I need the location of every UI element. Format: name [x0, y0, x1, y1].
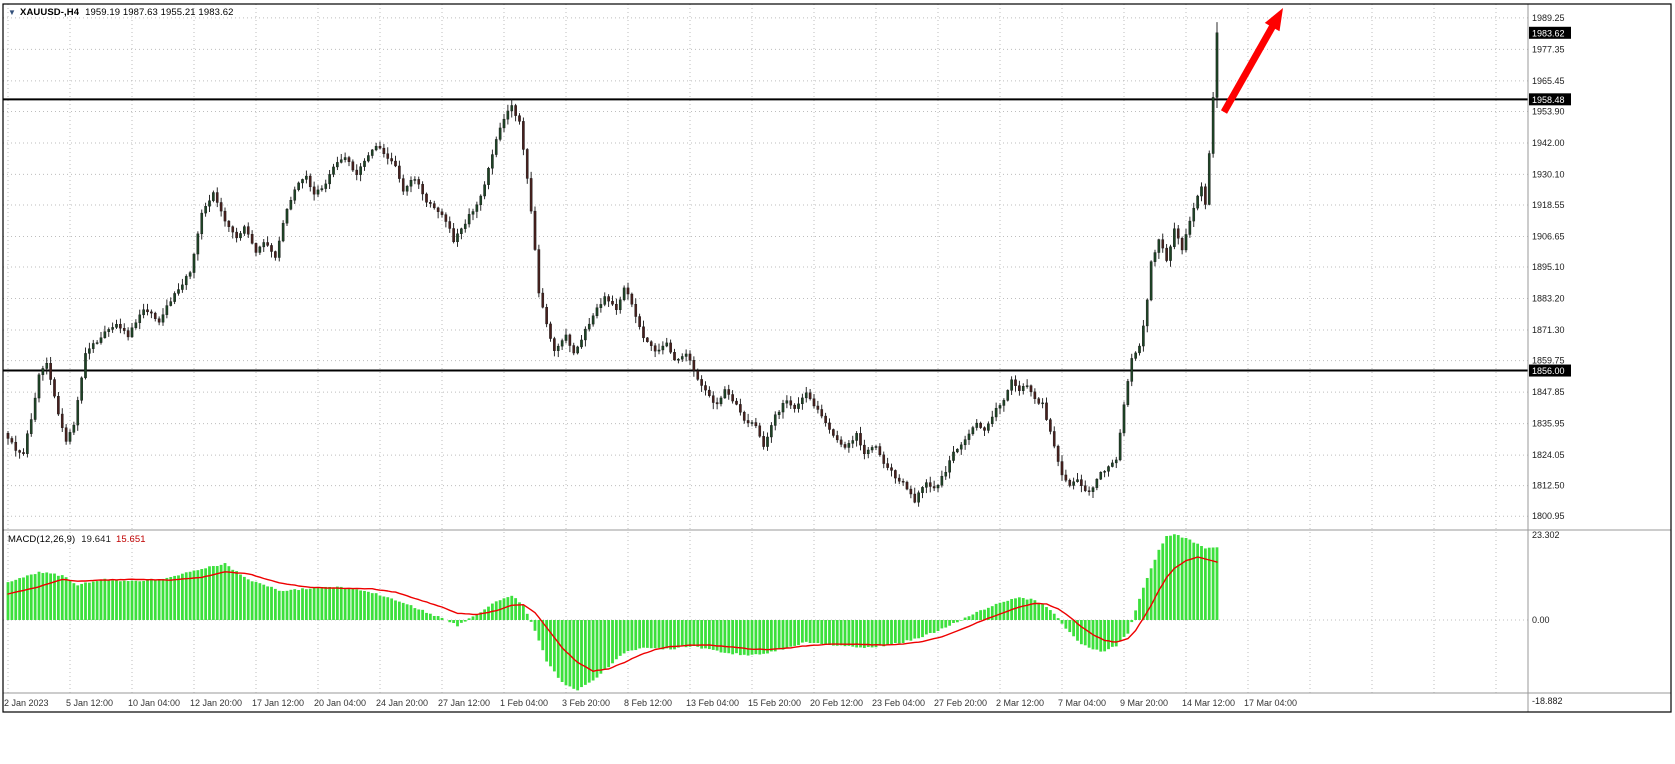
macd-signal-value: 15.651	[115, 534, 146, 545]
price-tag	[1529, 93, 1571, 106]
arrow-head-icon	[1264, 8, 1283, 32]
symbol-timeframe-label: XAUUSD-,H4	[20, 7, 80, 18]
date-label: 15 Feb 20:00	[748, 698, 801, 708]
grid-lines	[3, 4, 1528, 693]
price-tick-label: 1942.00	[1532, 138, 1565, 148]
price-axis: 1989.25 1977.35 1965.45 1953.90 1942.00 1930.…	[1529, 13, 1571, 521]
macd-scale-label: -18.882	[1532, 696, 1563, 706]
price-tick-label: 1883.20	[1532, 294, 1565, 304]
date-label: 20 Jan 04:00	[314, 698, 366, 708]
price-tag	[1529, 364, 1571, 377]
macd-signal-line	[7, 556, 1218, 672]
date-label: 14 Mar 12:00	[1182, 698, 1235, 708]
price-tick-label: 1835.95	[1532, 419, 1565, 429]
date-label: 12 Jan 20:00	[190, 698, 242, 708]
price-tick-label: 1859.75	[1532, 356, 1565, 366]
date-label: 3 Feb 20:00	[562, 698, 610, 708]
price-tick-label: 1965.45	[1532, 76, 1565, 86]
date-label: 20 Feb 12:00	[810, 698, 863, 708]
macd-indicator-label: MACD(12,26,9)	[8, 534, 76, 545]
price-tick-label: 1824.05	[1532, 450, 1565, 460]
date-label: 2 Jan 2023	[4, 698, 49, 708]
symbol-info-bar: ▼ XAUUSD-,H4 1959.19 1987.63 1955.21 1983.…	[8, 7, 233, 18]
date-label: 1 Feb 04:00	[500, 698, 548, 708]
date-label: 8 Feb 12:00	[624, 698, 672, 708]
date-label: 9 Mar 20:00	[1120, 698, 1168, 708]
price-tick-label: 1812.50	[1532, 481, 1565, 491]
date-label: 17 Jan 12:00	[252, 698, 304, 708]
chart-frame	[2, 3, 1672, 713]
price-tick-label: 1847.85	[1532, 387, 1565, 397]
date-label: 17 Mar 04:00	[1244, 698, 1297, 708]
price-tick-label: 1871.30	[1532, 325, 1565, 335]
price-tick-label: 1800.95	[1532, 511, 1565, 521]
date-label: 24 Jan 20:00	[376, 698, 428, 708]
date-label: 23 Feb 04:00	[872, 698, 925, 708]
price-tick-label: 1989.25	[1532, 13, 1565, 23]
macd-info-bar: MACD(12,26,9) 19.641 15.651	[8, 534, 146, 545]
date-label: 5 Jan 12:00	[66, 698, 113, 708]
macd-histogram	[6, 534, 1219, 691]
date-label: 27 Feb 20:00	[934, 698, 987, 708]
macd-axis: 23.302 0.00 -18.882	[1532, 530, 1563, 706]
date-label: 27 Jan 12:00	[438, 698, 490, 708]
date-axis: 2 Jan 2023 5 Jan 12:00 10 Jan 04:00 12 Jan …	[4, 698, 1297, 708]
macd-main-value: 19.641	[81, 534, 111, 545]
date-label: 10 Jan 04:00	[128, 698, 180, 708]
date-label: 2 Mar 12:00	[996, 698, 1044, 708]
price-tick-label: 1906.65	[1532, 231, 1565, 241]
price-tag	[1529, 26, 1571, 39]
date-label: 7 Mar 04:00	[1058, 698, 1106, 708]
symbol-dropdown-icon[interactable]: ▼	[8, 8, 17, 17]
candlestick-series	[6, 22, 1219, 507]
date-label: 13 Feb 04:00	[686, 698, 739, 708]
price-tag-label: 1856.00	[1532, 366, 1565, 376]
ohlc-readout: 1959.19 1987.63 1955.21 1983.62	[85, 7, 234, 18]
trend-arrow[interactable]	[1220, 8, 1283, 114]
price-tick-label: 1895.10	[1532, 262, 1565, 272]
macd-scale-label: 0.00	[1532, 615, 1550, 625]
price-tag-label: 1983.62	[1532, 28, 1565, 38]
price-tick-label: 1953.90	[1532, 106, 1565, 116]
price-tag-label: 1958.48	[1532, 95, 1565, 105]
price-tick-label: 1977.35	[1532, 44, 1565, 54]
price-tick-label: 1930.10	[1532, 169, 1565, 179]
price-tick-label: 1918.55	[1532, 200, 1565, 210]
macd-scale-label: 23.302	[1532, 530, 1560, 540]
